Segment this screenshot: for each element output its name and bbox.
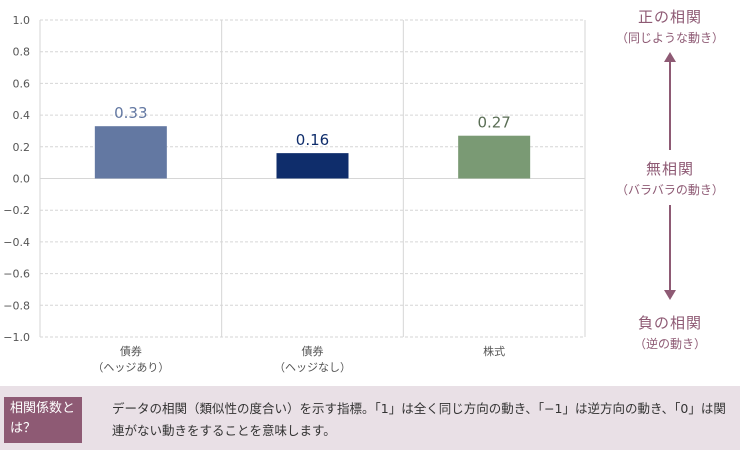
no-correlation-title: 無相関 (645, 160, 694, 178)
negative-correlation-subtitle: （逆の動き） (633, 337, 706, 351)
x-tick-label: 債券 (120, 344, 142, 358)
y-tick-label: −0.8 (3, 299, 30, 312)
arrow-down-icon (664, 290, 676, 300)
no-correlation-label: 無相関 （バラバラの動き） (600, 158, 740, 198)
correlation-scale-legend: 正の相関 （同じような動き） 無相関 （バラバラの動き） 負の相関 （逆の動き） (600, 0, 740, 385)
definition-footer: 相関係数とは？ データの相関（類似性の度合い）を示す指標。「1」は全く同じ方向の… (0, 386, 740, 450)
bar (458, 135, 531, 179)
y-tick-label: 1.0 (13, 14, 31, 27)
definition-text: データの相関（類似性の度合い）を示す指標。「1」は全く同じ方向の動き、「−1」は… (112, 401, 726, 438)
positive-correlation-title: 正の相関 (637, 8, 702, 26)
positive-correlation-subtitle: （同じような動き） (615, 31, 724, 45)
arrow-up-icon (664, 52, 676, 62)
bar-value-label: 0.16 (296, 131, 329, 149)
negative-correlation-title: 負の相関 (637, 314, 702, 332)
x-tick-label: （ヘッジなし） (274, 361, 351, 374)
y-tick-label: −0.2 (3, 204, 30, 217)
y-tick-label: −0.4 (3, 236, 30, 249)
y-tick-label: −1.0 (3, 331, 30, 344)
y-tick-label: 0.0 (13, 173, 31, 186)
y-tick-label: 0.2 (13, 141, 31, 154)
y-tick-label: 0.6 (13, 77, 31, 90)
negative-correlation-label: 負の相関 （逆の動き） (600, 312, 740, 352)
bar (276, 153, 349, 179)
bar-value-label: 0.33 (114, 104, 147, 122)
x-tick-label: 債券 (302, 344, 324, 358)
arrow-down-line (669, 205, 671, 293)
bar-value-label: 0.27 (477, 114, 510, 132)
no-correlation-subtitle: （バラバラの動き） (616, 183, 724, 197)
y-tick-label: 0.4 (13, 109, 31, 122)
correlation-bar-chart: 1.0 0.8 0.6 0.4 0.2 0.0 −0.2 −0.4 −0.6 −0.8 −1.0 0.… (3, 14, 586, 374)
arrow-up-line (669, 60, 671, 150)
definition-tag: 相関係数とは？ (4, 397, 82, 443)
x-tick-label: 株式 (483, 344, 505, 358)
bar (94, 126, 167, 179)
x-tick-label: （ヘッジあり） (92, 361, 169, 374)
positive-correlation-label: 正の相関 （同じような動き） (600, 6, 740, 46)
y-tick-label: −0.6 (3, 268, 30, 281)
y-tick-label: 0.8 (13, 46, 31, 59)
